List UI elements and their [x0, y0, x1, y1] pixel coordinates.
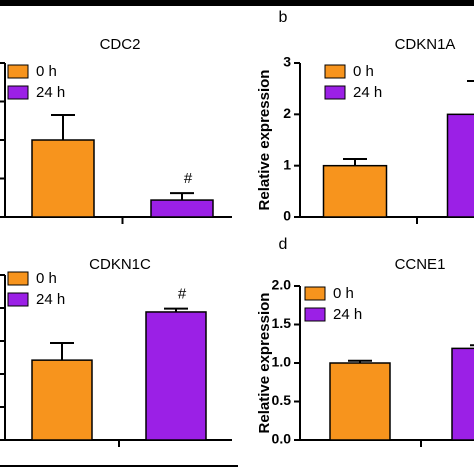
y-tick-label: 0.0	[272, 431, 292, 447]
y-axis-title: Relative expression	[256, 70, 273, 211]
legend-swatch	[7, 271, 29, 286]
y-tick-label: 1	[283, 156, 291, 172]
bar	[329, 362, 391, 441]
legend-label: 0 h	[353, 63, 374, 80]
legend-label: 24 h	[333, 306, 362, 323]
legend-swatch	[7, 85, 29, 100]
bar	[150, 199, 214, 218]
bar	[446, 113, 474, 218]
y-axis-title: Relative expression	[256, 293, 273, 434]
y-tick-label: 2	[283, 105, 291, 121]
y-tick-label: 1.0	[272, 354, 292, 370]
significance-label: #	[184, 170, 193, 187]
legend-label: 24 h	[353, 84, 382, 101]
legend-swatch	[304, 307, 326, 322]
significance-label: #	[178, 286, 187, 303]
legend-label: 0 h	[36, 63, 57, 80]
legend-swatch	[7, 64, 29, 79]
bar	[451, 347, 474, 441]
bar	[31, 359, 93, 441]
chart-title: CDKN1A	[395, 36, 456, 53]
bar	[31, 139, 95, 218]
chart-title: CDC2	[100, 36, 141, 53]
y-tick-label: 0	[283, 208, 291, 224]
chart-title: CCNE1	[395, 256, 446, 273]
bar	[322, 164, 388, 218]
y-tick-label: 0.5	[272, 392, 292, 408]
legend-label: 0 h	[36, 270, 57, 287]
y-tick-label: 3	[283, 54, 291, 70]
legend-swatch	[304, 286, 326, 301]
legend-swatch	[324, 85, 346, 100]
legend-label: 24 h	[36, 84, 65, 101]
panel-label: b	[279, 9, 288, 26]
legend-label: 0 h	[333, 285, 354, 302]
legend-swatch	[324, 64, 346, 79]
y-tick-label: 2.0	[272, 277, 292, 293]
legend-label: 24 h	[36, 291, 65, 308]
legend-swatch	[7, 292, 29, 307]
y-tick-label: 1.5	[272, 315, 292, 331]
bar	[145, 311, 207, 441]
chart-title: CDKN1C	[89, 256, 151, 273]
panel-label: d	[279, 236, 288, 253]
top-border	[0, 0, 474, 6]
